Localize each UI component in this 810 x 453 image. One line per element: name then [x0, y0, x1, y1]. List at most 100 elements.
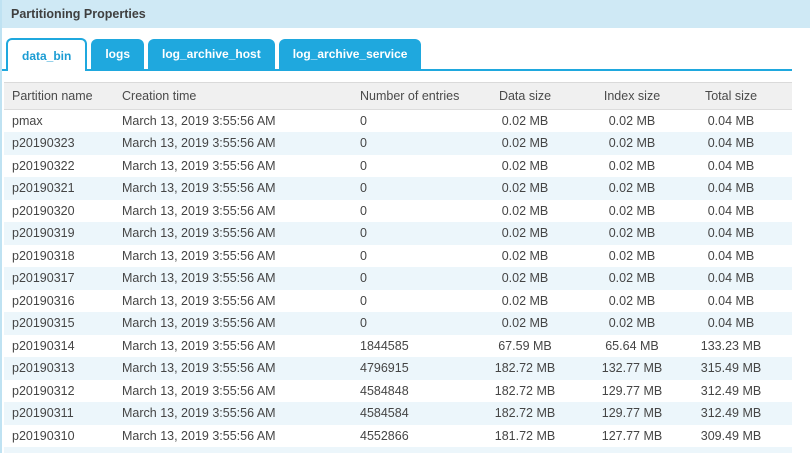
cell-number-of-entries: 0 — [360, 136, 367, 151]
cell-number-of-entries: 4796915 — [360, 361, 409, 376]
cell-creation-time: March 13, 2019 3:55:56 AM — [122, 406, 276, 421]
cell-partition-name: p20190312 — [12, 383, 75, 398]
cell-data-size: 182.72 MB — [494, 383, 556, 398]
cell-partition-name: p20190311 — [12, 406, 74, 421]
cell-total-size: 0.04 MB — [707, 226, 755, 241]
tab-log-archive-service[interactable]: log_archive_service — [278, 39, 422, 69]
table-row[interactable]: p20190311 March 13, 2019 3:55:56 AM 458458… — [4, 402, 792, 425]
cell-data-size: 0.02 MB — [501, 226, 549, 241]
table-row[interactable]: p20190319 March 13, 2019 3:55:56 AM 0 0.02 … — [4, 222, 792, 245]
partial-next-row — [4, 447, 792, 453]
cell-number-of-entries: 0 — [360, 316, 367, 331]
cell-number-of-entries: 0 — [360, 248, 367, 263]
cell-data-size: 0.02 MB — [501, 316, 549, 331]
table-row[interactable]: p20190314 March 13, 2019 3:55:56 AM 184458… — [4, 334, 792, 357]
table-row[interactable]: p20190322 March 13, 2019 3:55:56 AM 0 0.02 … — [4, 154, 792, 177]
cell-creation-time: March 13, 2019 3:55:56 AM — [122, 271, 276, 286]
cell-partition-name: p20190319 — [12, 226, 75, 241]
cell-total-size: 0.04 MB — [707, 136, 755, 151]
cell-creation-time: March 13, 2019 3:55:56 AM — [122, 181, 276, 196]
cell-total-size: 312.49 MB — [700, 383, 762, 398]
cell-number-of-entries: 4552866 — [360, 428, 409, 443]
cell-data-size: 0.02 MB — [501, 136, 549, 151]
cell-creation-time: March 13, 2019 3:55:56 AM — [122, 316, 276, 331]
cell-index-size: 0.02 MB — [608, 203, 656, 218]
cell-creation-time: March 13, 2019 3:55:56 AM — [122, 293, 276, 308]
cell-data-size: 182.72 MB — [494, 361, 556, 376]
table-row[interactable]: p20190317 March 13, 2019 3:55:56 AM 0 0.02 … — [4, 267, 792, 290]
table-row[interactable]: p20190321 March 13, 2019 3:55:56 AM 0 0.02 … — [4, 177, 792, 200]
column-header-total-size: Total size — [684, 82, 792, 110]
cell-data-size: 0.02 MB — [501, 203, 549, 218]
cell-data-size: 0.02 MB — [501, 114, 549, 128]
cell-data-size: 0.02 MB — [501, 293, 549, 308]
cell-creation-time: March 13, 2019 3:55:56 AM — [122, 203, 276, 218]
cell-index-size: 0.02 MB — [608, 181, 656, 196]
cell-index-size: 0.02 MB — [608, 316, 656, 331]
table-row[interactable]: pmax March 13, 2019 3:55:56 AM 0 0.02 MB 0.0… — [4, 109, 792, 132]
cell-total-size: 133.23 MB — [700, 338, 762, 353]
column-header-number-of-entries: Number of entries — [350, 82, 470, 110]
cell-index-size: 65.64 MB — [605, 338, 659, 353]
column-header-index-size: Index size — [580, 82, 684, 110]
tab-logs[interactable]: logs — [91, 39, 145, 69]
cell-data-size: 0.02 MB — [501, 271, 549, 286]
cell-index-size: 0.02 MB — [608, 226, 656, 241]
cell-creation-time: March 13, 2019 3:55:56 AM — [122, 248, 276, 263]
table-row[interactable]: p20190318 March 13, 2019 3:55:56 AM 0 0.02 … — [4, 244, 792, 267]
table-row[interactable]: p20190313 March 13, 2019 3:55:56 AM 479691… — [4, 357, 792, 380]
cell-number-of-entries: 0 — [360, 293, 367, 308]
cell-index-size: 0.02 MB — [608, 293, 656, 308]
cell-creation-time: March 13, 2019 3:55:56 AM — [122, 383, 276, 398]
tab-log-archive-host[interactable]: log_archive_host — [148, 39, 275, 69]
cell-number-of-entries: 0 — [360, 203, 367, 218]
cell-total-size: 312.49 MB — [700, 406, 762, 421]
column-header-partition-name: Partition name — [4, 82, 118, 110]
cell-total-size: 315.49 MB — [700, 361, 762, 376]
cell-index-size: 0.02 MB — [608, 114, 656, 128]
cell-index-size: 0.02 MB — [608, 136, 656, 151]
cell-creation-time: March 13, 2019 3:55:56 AM — [122, 361, 276, 376]
cell-partition-name: p20190317 — [12, 271, 75, 286]
cell-creation-time: March 13, 2019 3:55:56 AM — [122, 158, 276, 173]
cell-index-size: 0.02 MB — [608, 248, 656, 263]
cell-number-of-entries: 0 — [360, 271, 367, 286]
cell-total-size: 0.04 MB — [707, 316, 755, 331]
cell-total-size: 0.04 MB — [707, 293, 755, 308]
table-row[interactable]: p20190312 March 13, 2019 3:55:56 AM 458484… — [4, 379, 792, 402]
cell-total-size: 309.49 MB — [700, 428, 762, 443]
table-row[interactable]: p20190310 March 13, 2019 3:55:56 AM 455286… — [4, 424, 792, 447]
cell-partition-name: p20190323 — [12, 136, 75, 151]
cell-data-size: 67.59 MB — [498, 338, 552, 353]
cell-index-size: 129.77 MB — [601, 406, 663, 421]
table-row[interactable]: p20190320 March 13, 2019 3:55:56 AM 0 0.02 … — [4, 199, 792, 222]
cell-data-size: 181.72 MB — [494, 428, 556, 443]
table-row[interactable]: p20190315 March 13, 2019 3:55:56 AM 0 0.02 … — [4, 312, 792, 335]
panel-title: Partitioning Properties — [11, 7, 146, 21]
cell-data-size: 0.02 MB — [501, 181, 549, 196]
cell-creation-time: March 13, 2019 3:55:56 AM — [122, 226, 276, 241]
cell-index-size: 0.02 MB — [608, 271, 656, 286]
tab-data-bin[interactable]: data_bin — [6, 38, 88, 71]
table-row[interactable]: p20190323 March 13, 2019 3:55:56 AM 0 0.02 … — [4, 132, 792, 155]
cell-partition-name: p20190313 — [12, 361, 75, 376]
cell-total-size: 0.04 MB — [707, 271, 755, 286]
tab-bar: data_bin logs log_archive_host log_archi… — [2, 38, 792, 71]
cell-index-size: 132.77 MB — [601, 361, 663, 376]
cell-data-size: 182.72 MB — [494, 406, 556, 421]
cell-total-size: 0.04 MB — [707, 114, 755, 128]
cell-creation-time: March 13, 2019 3:55:56 AM — [122, 136, 276, 151]
cell-partition-name: pmax — [12, 114, 43, 128]
cell-partition-name: p20190314 — [12, 338, 75, 353]
cell-total-size: 0.04 MB — [707, 248, 755, 263]
cell-creation-time: March 13, 2019 3:55:56 AM — [122, 114, 276, 128]
cell-total-size: 0.04 MB — [707, 203, 755, 218]
table-header-row: Partition name Creation time Number of e… — [4, 82, 792, 110]
cell-partition-name: p20190321 — [12, 181, 75, 196]
table-row[interactable]: p20190316 March 13, 2019 3:55:56 AM 0 0.02 … — [4, 289, 792, 312]
panel-title-bar: Partitioning Properties — [2, 0, 810, 28]
cell-partition-name: p20190318 — [12, 248, 75, 263]
cell-partition-name: p20190320 — [12, 203, 75, 218]
partition-table: Partition name Creation time Number of e… — [4, 82, 792, 447]
